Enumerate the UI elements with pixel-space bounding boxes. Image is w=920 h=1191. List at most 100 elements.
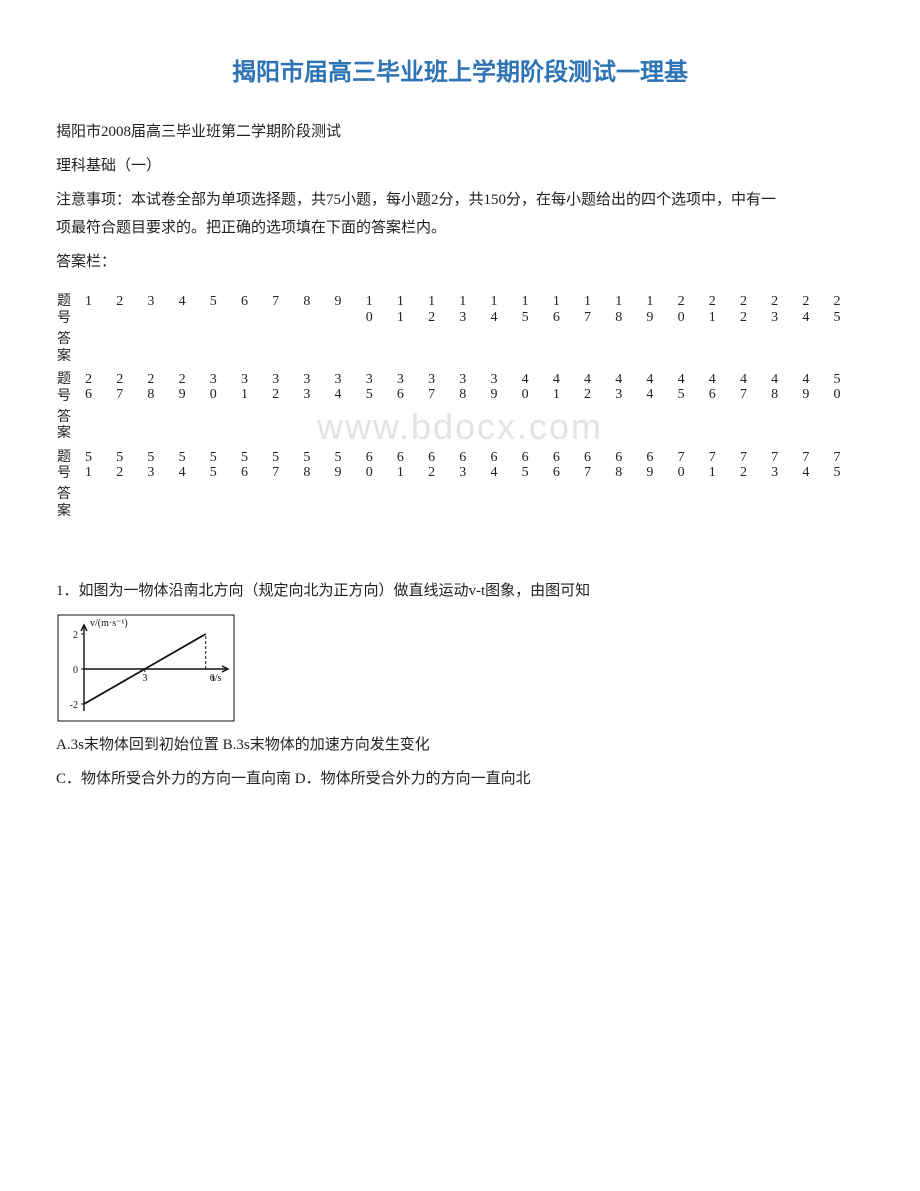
question-number-cell: 71 (708, 448, 739, 486)
answer-cell (489, 485, 520, 525)
question-number-cell: 70 (677, 448, 708, 486)
answer-cell (271, 330, 302, 370)
question-number-cell: 57 (271, 448, 302, 486)
question-number-cell: 13 (458, 292, 489, 330)
svg-text:t/s: t/s (212, 673, 222, 684)
answer-cell (84, 485, 115, 525)
answer-cell (84, 408, 115, 448)
answer-cell (302, 330, 333, 370)
row-label-question: 题号 (56, 292, 84, 330)
question-number-cell: 22 (739, 292, 770, 330)
question-number-cell: 65 (521, 448, 552, 486)
question-number-cell: 34 (334, 370, 365, 408)
question-number-cell: 47 (739, 370, 770, 408)
answer-cell (583, 485, 614, 525)
answer-cell (365, 485, 396, 525)
answer-cell (396, 485, 427, 525)
q1-stem: 1．如图为一物体沿南北方向（规定向北为正方向）做直线运动v-t图象，由图可知 (56, 579, 864, 603)
question-number-cell: 66 (552, 448, 583, 486)
question-number-cell: 9 (334, 292, 365, 330)
question-number-cell: 27 (115, 370, 146, 408)
answer-cell (552, 408, 583, 448)
question-number-cell: 5 (209, 292, 240, 330)
q1-options-ab: A.3s末物体回到初始位置 B.3s末物体的加速方向发生变化 (56, 733, 864, 757)
question-number-cell: 68 (614, 448, 645, 486)
question-number-cell: 16 (552, 292, 583, 330)
answer-cell (645, 330, 676, 370)
question-number-cell: 49 (801, 370, 832, 408)
question-number-cell: 42 (583, 370, 614, 408)
answer-cell (240, 330, 271, 370)
answer-cell (739, 408, 770, 448)
answer-cell (645, 485, 676, 525)
question-number-cell: 25 (833, 292, 865, 330)
answer-cell (427, 485, 458, 525)
question-number-cell: 1 (84, 292, 115, 330)
answer-grid-container: 题号12345678910111213141516171819202122232… (56, 292, 864, 525)
question-number-cell: 72 (739, 448, 770, 486)
svg-text:3: 3 (142, 673, 147, 684)
answer-cell (739, 485, 770, 525)
question-number-cell: 3 (146, 292, 177, 330)
q1-vt-graph: -22036v/(m·s⁻¹)t/s (56, 613, 864, 723)
answer-cell (365, 408, 396, 448)
answer-cell (271, 485, 302, 525)
question-number-cell: 67 (583, 448, 614, 486)
question-number-cell: 58 (302, 448, 333, 486)
row-label-answer: 答案 (56, 330, 84, 370)
question-number-cell: 23 (770, 292, 801, 330)
q1-options-cd: C．物体所受合外力的方向一直向南 D．物体所受合外力的方向一直向北 (56, 767, 864, 791)
svg-text:2: 2 (73, 630, 78, 641)
question-number-cell: 74 (801, 448, 832, 486)
answer-cell (521, 408, 552, 448)
question-number-cell: 61 (396, 448, 427, 486)
question-number-cell: 62 (427, 448, 458, 486)
question-number-cell: 69 (645, 448, 676, 486)
answer-cell (334, 485, 365, 525)
row-label-question: 题号 (56, 448, 84, 486)
question-number-cell: 12 (427, 292, 458, 330)
question-number-cell: 54 (178, 448, 209, 486)
question-number-cell: 31 (240, 370, 271, 408)
question-number-cell: 55 (209, 448, 240, 486)
answer-cell (489, 330, 520, 370)
answer-cell (365, 330, 396, 370)
question-number-cell: 53 (146, 448, 177, 486)
answer-cell (645, 408, 676, 448)
answer-cell (240, 408, 271, 448)
question-number-cell: 37 (427, 370, 458, 408)
answer-cell (178, 408, 209, 448)
row-label-answer: 答案 (56, 408, 84, 448)
answer-cell (521, 485, 552, 525)
page-title: 揭阳市届高三毕业班上学期阶段测试一理基 (56, 54, 864, 92)
answer-cell (677, 485, 708, 525)
answer-cell (614, 330, 645, 370)
answer-cell (146, 330, 177, 370)
answer-cell (833, 485, 865, 525)
answer-cell (552, 330, 583, 370)
question-number-cell: 75 (833, 448, 865, 486)
question-number-cell: 30 (209, 370, 240, 408)
answer-cell (209, 408, 240, 448)
answer-cell (271, 408, 302, 448)
question-number-cell: 15 (521, 292, 552, 330)
question-number-cell: 51 (84, 448, 115, 486)
svg-text:-2: -2 (70, 700, 78, 711)
question-number-cell: 38 (458, 370, 489, 408)
question-number-cell: 28 (146, 370, 177, 408)
answer-cell (396, 330, 427, 370)
answer-cell (614, 408, 645, 448)
question-number-cell: 10 (365, 292, 396, 330)
question-number-cell: 52 (115, 448, 146, 486)
question-number-cell: 11 (396, 292, 427, 330)
question-number-cell: 35 (365, 370, 396, 408)
answer-cell (583, 330, 614, 370)
answer-cell (302, 485, 333, 525)
answer-cell (801, 408, 832, 448)
question-number-cell: 24 (801, 292, 832, 330)
notice-line-2: 项最符合题目要求的。把正确的选项填在下面的答案栏内。 (56, 216, 864, 240)
question-number-cell: 44 (645, 370, 676, 408)
answer-cell (801, 485, 832, 525)
question-number-cell: 33 (302, 370, 333, 408)
answer-cell (115, 485, 146, 525)
